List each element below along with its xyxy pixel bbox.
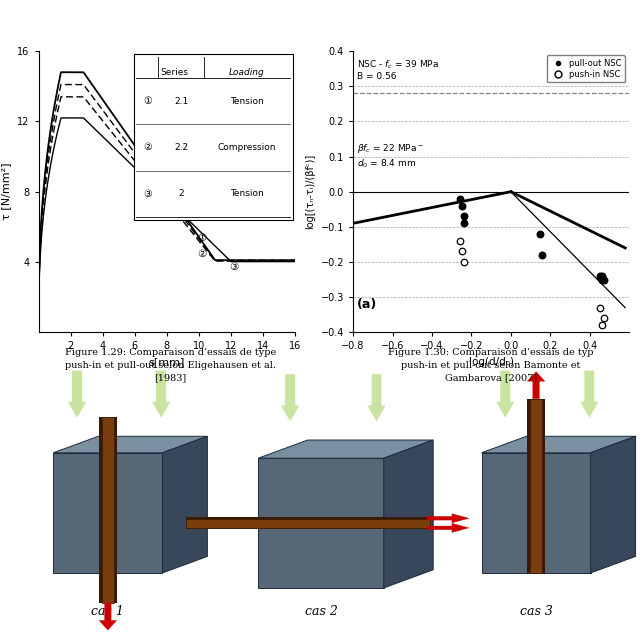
Point [598, 275, 609, 285]
Polygon shape [53, 453, 162, 573]
Text: ①: ① [198, 233, 207, 243]
Point [50, 318, 58, 326]
FancyArrow shape [367, 374, 386, 422]
Text: 2.1: 2.1 [174, 96, 188, 105]
Point [50, 321, 58, 329]
Point [50, 312, 58, 320]
Polygon shape [384, 440, 433, 588]
Text: Compression: Compression [217, 143, 276, 152]
Point [40, 321, 49, 329]
Text: Tension: Tension [230, 189, 263, 198]
Point [456, 201, 467, 211]
Text: 2: 2 [178, 189, 184, 198]
Text: NSC - $f_c$ = 39 MPa
B = 0.56: NSC - $f_c$ = 39 MPa B = 0.56 [357, 58, 439, 81]
Bar [530, 399, 542, 573]
Bar [99, 417, 117, 603]
Point [458, 257, 469, 267]
FancyArrow shape [496, 370, 515, 419]
Polygon shape [162, 436, 207, 573]
Text: $\beta f_c$ = 22 MPa$^-$
$d_0$ = 8.4 mm: $\beta f_c$ = 22 MPa$^-$ $d_0$ = 8.4 mm [357, 142, 424, 170]
Text: cas 1: cas 1 [91, 605, 125, 618]
Point [594, 303, 605, 313]
Text: (a): (a) [357, 298, 377, 311]
Point [40, 316, 49, 323]
Point [42, 311, 50, 319]
Point [50, 316, 58, 323]
FancyArrow shape [152, 370, 171, 419]
Polygon shape [258, 440, 433, 458]
Point [455, 194, 465, 204]
Text: Series: Series [160, 68, 189, 77]
Point [596, 320, 607, 330]
Point [594, 271, 605, 281]
FancyArrow shape [528, 372, 544, 399]
Text: cas 3: cas 3 [519, 605, 553, 618]
Text: Figure 1.30: Comparaison d’essais de typ
push-in et pull-out selon Bamonte et
Ga: Figure 1.30: Comparaison d’essais de typ… [388, 348, 594, 382]
Point [40, 318, 49, 326]
Bar [186, 519, 430, 528]
Polygon shape [591, 436, 636, 573]
Text: ①: ① [143, 96, 152, 106]
Text: ③: ③ [230, 262, 239, 272]
Text: ③: ③ [143, 189, 152, 199]
Legend: pull-out NSC, push-in NSC: pull-out NSC, push-in NSC [546, 56, 625, 82]
Point [45, 311, 53, 319]
FancyArrow shape [427, 514, 469, 523]
Text: Tension: Tension [230, 96, 263, 105]
X-axis label: s[mm]: s[mm] [149, 357, 185, 367]
FancyArrow shape [67, 370, 87, 419]
FancyBboxPatch shape [134, 54, 293, 220]
Text: cas 2: cas 2 [304, 605, 338, 618]
Bar [186, 517, 430, 529]
Text: ②: ② [198, 249, 207, 259]
Text: 2.2: 2.2 [174, 143, 188, 152]
Polygon shape [258, 458, 384, 588]
Polygon shape [482, 436, 636, 453]
Bar [102, 417, 114, 603]
Point [40, 312, 49, 320]
Point [596, 275, 607, 285]
FancyArrow shape [281, 374, 300, 422]
Point [537, 250, 548, 260]
Bar [527, 399, 545, 573]
Y-axis label: log[(τₙ-τᵢ)/(βfᶜ)]: log[(τₙ-τᵢ)/(βfᶜ)] [305, 154, 315, 229]
Point [45, 312, 53, 320]
FancyArrow shape [427, 523, 469, 532]
Point [596, 271, 607, 281]
Point [456, 247, 467, 257]
FancyArrow shape [580, 370, 599, 419]
FancyArrow shape [99, 603, 117, 630]
Point [535, 229, 546, 239]
X-axis label: log(d/d₀): log(d/d₀) [469, 357, 514, 367]
Point [458, 219, 469, 229]
Polygon shape [53, 436, 207, 453]
Y-axis label: τ [N/mm²]: τ [N/mm²] [1, 163, 12, 220]
Text: ②: ② [143, 142, 152, 153]
Point [458, 211, 469, 222]
Point [42, 312, 50, 320]
Polygon shape [482, 453, 591, 573]
Text: Loading: Loading [229, 68, 265, 77]
Text: Figure 1.29: Comparaison d’essais de type
push-in et pull-out selon Eligehausen : Figure 1.29: Comparaison d’essais de typ… [64, 348, 276, 382]
Point [598, 313, 609, 323]
Point [455, 236, 465, 246]
